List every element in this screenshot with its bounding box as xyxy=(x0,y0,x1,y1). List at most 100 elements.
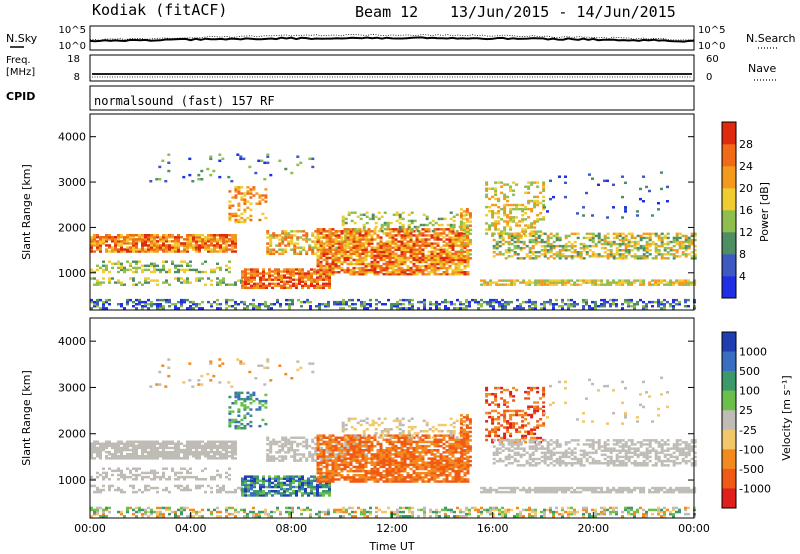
velocity-cell xyxy=(367,478,371,481)
velocity-cell xyxy=(159,453,162,456)
power-cell xyxy=(117,270,120,274)
velocity-cell xyxy=(141,453,144,456)
power-cell xyxy=(398,215,402,219)
power-cell xyxy=(445,234,449,237)
velocity-cell xyxy=(195,453,198,456)
velocity-cell xyxy=(325,440,329,444)
power-cell xyxy=(397,266,401,270)
power-cell xyxy=(138,236,141,239)
power-cell xyxy=(165,281,168,284)
power-cell xyxy=(362,236,366,239)
power-cell xyxy=(585,253,589,256)
velocity-cell xyxy=(256,475,259,478)
power-cell xyxy=(415,271,419,274)
power-cell xyxy=(168,300,171,304)
power-cell xyxy=(400,260,404,264)
velocity-cell xyxy=(311,446,315,450)
power-cell xyxy=(675,236,679,240)
power-cell xyxy=(189,236,192,239)
power-cell xyxy=(370,266,374,270)
power-cell xyxy=(454,256,458,260)
power-cell xyxy=(319,242,323,245)
power-cell xyxy=(603,283,607,286)
power-cell xyxy=(231,234,234,237)
power-cell xyxy=(281,250,285,254)
power-cell xyxy=(123,270,126,274)
power-cell xyxy=(123,266,126,270)
power-cell xyxy=(436,238,440,241)
velocity-cell xyxy=(180,442,183,445)
power-cell xyxy=(195,246,198,249)
power-cell xyxy=(328,266,332,270)
power-cell xyxy=(108,250,111,253)
power-cell xyxy=(186,279,189,282)
power-cell xyxy=(271,282,274,286)
power-cell xyxy=(388,262,392,266)
power-cell xyxy=(305,232,309,235)
power-cell xyxy=(403,248,407,251)
velocity-cell xyxy=(266,453,270,456)
velocity-cell xyxy=(228,490,231,494)
power-cell xyxy=(501,253,505,256)
velocity-cell xyxy=(361,455,365,458)
velocity-cell xyxy=(319,494,322,497)
velocity-cell xyxy=(198,486,201,490)
power-cell xyxy=(370,246,374,249)
power-cell xyxy=(144,281,147,284)
power-cell xyxy=(123,250,126,253)
velocity-cell xyxy=(316,444,320,448)
power-cell xyxy=(445,271,449,274)
power-cell xyxy=(311,165,315,169)
velocity-cell xyxy=(247,475,250,478)
power-cell xyxy=(93,270,96,274)
velocity-cell xyxy=(319,476,323,479)
velocity-cell xyxy=(198,478,201,481)
velocity-cell xyxy=(325,465,329,469)
power-cell xyxy=(594,281,598,284)
power-cell xyxy=(642,175,645,178)
power-cell xyxy=(558,281,562,284)
power-cell xyxy=(654,283,658,286)
velocity-cell xyxy=(174,478,177,481)
velocity-cell xyxy=(99,450,102,454)
power-cell xyxy=(358,254,362,258)
power-cell xyxy=(388,271,392,274)
velocity-cell xyxy=(171,453,174,456)
power-cell xyxy=(498,279,502,282)
power-cell xyxy=(237,188,241,191)
power-cell xyxy=(660,171,663,174)
power-cell xyxy=(352,238,356,241)
power-cell xyxy=(651,232,655,236)
power-cell xyxy=(424,240,428,243)
power-cell xyxy=(465,244,469,248)
power-cell xyxy=(135,268,138,272)
power-cell xyxy=(364,266,368,270)
power-cell xyxy=(657,279,661,282)
velocity-cell xyxy=(93,484,96,488)
power-cell xyxy=(340,236,344,239)
power-cell xyxy=(403,238,407,241)
power-cell xyxy=(162,307,165,310)
power-cell xyxy=(588,249,592,252)
power-cell xyxy=(342,298,345,302)
power-cell xyxy=(289,270,292,273)
power-cell xyxy=(690,232,694,236)
power-cell xyxy=(195,234,198,237)
power-cell xyxy=(96,264,99,268)
power-cell xyxy=(273,303,276,306)
power-cell xyxy=(627,240,631,244)
velocity-cell xyxy=(213,478,216,481)
velocity-cell xyxy=(243,399,247,403)
power-cell xyxy=(418,258,422,262)
power-cell xyxy=(642,257,646,260)
power-cell xyxy=(486,281,490,284)
velocity-cell xyxy=(150,446,153,450)
power-cell xyxy=(489,305,492,308)
power-cell xyxy=(522,281,526,284)
power-cell xyxy=(400,271,404,274)
power-cell xyxy=(498,305,501,308)
power-cell xyxy=(268,274,271,277)
velocity-cell xyxy=(231,453,234,456)
power-cell xyxy=(159,268,162,272)
power-cell xyxy=(576,255,580,258)
